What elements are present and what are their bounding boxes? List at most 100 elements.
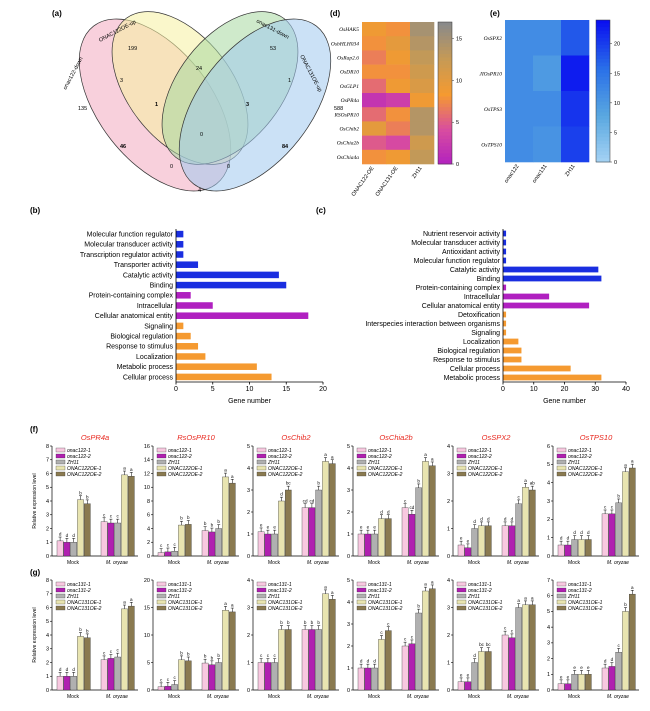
color-scale-segment	[596, 30, 610, 35]
expression-row-g: 012345678onac131-1onac131-2ZH11ONAC131OE…	[32, 578, 639, 700]
category-label: Cellular process	[450, 366, 501, 373]
legend-label: ZH11	[367, 594, 380, 600]
bar	[301, 629, 309, 691]
legend-swatch	[256, 447, 267, 453]
y-tick-label: 3	[547, 641, 550, 647]
significance-letter: b	[187, 515, 190, 520]
heatmap-cell	[533, 20, 562, 56]
color-scale-segment	[438, 93, 452, 97]
category-label: Intracellular	[137, 303, 174, 310]
significance-letter: b	[617, 493, 620, 498]
heatmap-cell	[386, 64, 411, 80]
legend-label: ONAC131OE-2	[67, 606, 102, 612]
y-tick-label: 4	[247, 578, 250, 584]
legend-label: ONAC122OE-2	[67, 472, 102, 478]
bar	[176, 312, 309, 319]
legend-label: onac122-2	[168, 454, 192, 460]
significance-letter: c	[611, 504, 614, 509]
legend-label: ZH11	[267, 594, 280, 600]
legend-swatch	[55, 465, 66, 471]
significance-letter: c	[604, 504, 607, 509]
significance-letter: d	[611, 657, 614, 662]
bar	[422, 461, 429, 557]
bar	[176, 292, 191, 299]
color-scale-segment	[596, 23, 610, 28]
legend-swatch	[456, 465, 467, 471]
x-tick-label: 20	[561, 386, 569, 393]
legend-label: onac131-1	[67, 582, 91, 588]
y-tick-label: 14	[144, 458, 150, 464]
heatmap-cell	[386, 78, 411, 94]
category-label: Biological regulation	[110, 334, 173, 341]
bar	[503, 311, 507, 318]
heatmap-cell	[386, 50, 411, 65]
bar	[357, 533, 365, 557]
bar	[164, 551, 172, 557]
significance-letter: a	[531, 595, 534, 600]
group-label: Mock	[368, 694, 380, 700]
color-scale-tick-label: 5	[456, 120, 459, 126]
legend-label: ZH11	[367, 460, 380, 466]
color-scale-segment	[596, 126, 610, 131]
y-tick-label: 2	[247, 510, 250, 516]
color-scale-tick-label: 15	[614, 71, 620, 77]
category-label: Signaling	[471, 330, 500, 337]
significance-letter: c	[167, 677, 170, 682]
y-tick-label: 4	[547, 625, 550, 631]
bar	[357, 667, 365, 691]
y-tick-label: 6	[46, 471, 49, 477]
legend-label: ONAC122OE-2	[168, 472, 203, 478]
significance-letter: bc	[486, 642, 492, 647]
legend-swatch	[356, 453, 367, 459]
significance-letter: b	[204, 521, 207, 526]
significance-letter: a	[631, 459, 634, 464]
color-scale-segment	[438, 107, 452, 112]
legend-label: ONAC122OE-2	[568, 472, 603, 478]
significance-letter: b	[217, 653, 220, 658]
legend-swatch	[156, 453, 167, 459]
significance-letter: d	[587, 530, 590, 535]
legend-swatch	[55, 453, 66, 459]
legend-label: ONAC131OE-1	[268, 600, 303, 606]
legend-swatch	[256, 465, 267, 471]
heatmap-cell	[362, 149, 387, 165]
legend-swatch	[256, 587, 267, 593]
bar	[176, 230, 184, 238]
significance-letter: a	[123, 600, 126, 605]
heatmap-cell	[362, 64, 387, 80]
bar	[322, 593, 329, 691]
group-label: Mock	[468, 694, 480, 700]
color-scale-segment	[596, 48, 610, 53]
bar	[176, 343, 199, 350]
significance-letter: e	[467, 672, 470, 677]
group-label: Mock	[368, 560, 380, 566]
bar	[371, 533, 378, 557]
category-label: Metabolic process	[444, 375, 501, 382]
significance-letter: a	[224, 468, 227, 473]
category-label: Response to stimulus	[106, 344, 173, 351]
color-scale-segment	[438, 36, 452, 41]
color-scale-tick-label: 10	[614, 101, 620, 107]
heatmap-column-label: onac131	[532, 164, 549, 185]
significance-letter: d	[480, 516, 483, 521]
heatmap-column-label: ONAC131-OE	[375, 165, 400, 197]
category-label: Transcription regulator activity	[80, 252, 174, 259]
bar	[107, 522, 115, 557]
color-scale-segment	[438, 22, 452, 26]
color-scale-segment	[596, 80, 610, 85]
legend-swatch	[456, 459, 467, 465]
bar	[385, 518, 392, 557]
bar	[422, 590, 429, 691]
significance-letter: a	[424, 452, 427, 457]
category-label: Biological regulation	[437, 348, 500, 355]
significance-letter: a	[130, 597, 133, 602]
heatmap-cell	[386, 135, 411, 151]
bar	[629, 593, 636, 691]
significance-letter: b	[79, 490, 82, 495]
legend-swatch	[356, 587, 367, 593]
panel-label-e: (e)	[490, 9, 500, 18]
color-scale-segment	[596, 41, 610, 46]
venn-ellipse-onac131oe-up	[178, 18, 332, 192]
category-label: Binding	[477, 276, 500, 283]
bar	[501, 525, 509, 557]
